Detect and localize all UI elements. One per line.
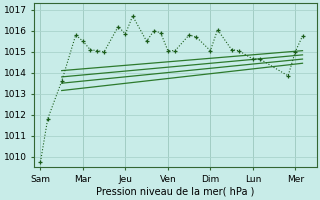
X-axis label: Pression niveau de la mer( hPa ): Pression niveau de la mer( hPa ) [96, 187, 254, 197]
